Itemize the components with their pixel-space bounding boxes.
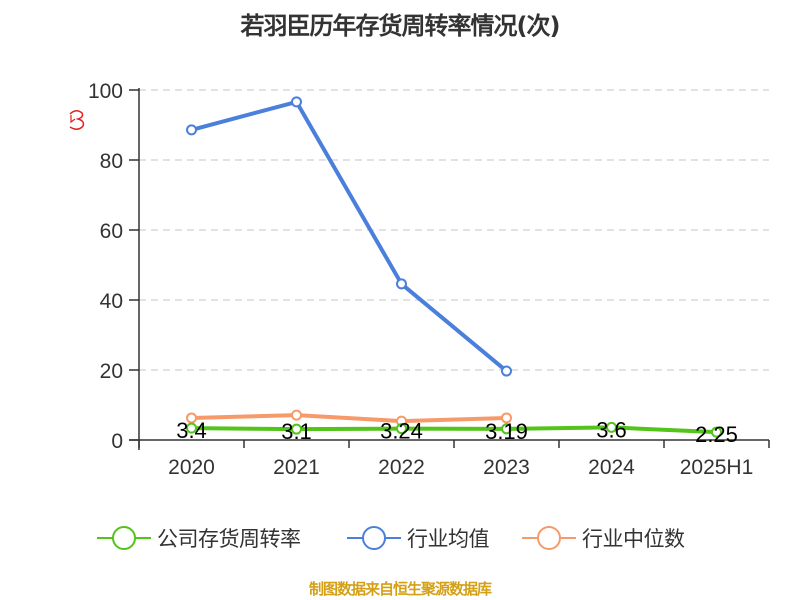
y-tick-label: 60 (100, 220, 123, 243)
legend-item-industry-avg[interactable]: 行业均值 (347, 522, 490, 554)
series-line (191, 413, 507, 424)
x-tick-label: 2023 (483, 456, 530, 479)
x-tick-label: 2022 (378, 456, 425, 479)
data-point[interactable] (501, 365, 512, 377)
data-label: 3.4 (176, 418, 207, 443)
legend-item-company[interactable]: 公司存货周转率 (97, 522, 301, 554)
series-line (190, 99, 508, 373)
data-point[interactable] (501, 423, 512, 435)
data-point[interactable] (711, 426, 722, 438)
data-labels: 3.4 3.1 3.24 3.19 3.6 2.25 (176, 417, 738, 447)
y-tick-label: 40 (100, 290, 123, 313)
legend-marker-orange-icon (522, 526, 576, 550)
legend-label: 公司存货周转率 (157, 527, 301, 551)
legend-marker-green-icon (97, 526, 151, 550)
legend: 公司存货周转率 行业均值 行业中位数 (0, 522, 800, 554)
data-label: 3.19 (485, 419, 528, 444)
legend-item-industry-median[interactable]: 行业中位数 (522, 522, 685, 554)
y-tick-label: 0 (111, 430, 123, 453)
series-lines (186, 96, 722, 438)
grid-lines (139, 89, 769, 371)
data-point[interactable] (291, 409, 302, 421)
data-point[interactable] (186, 412, 197, 424)
x-tick-label: 2025H1 (680, 456, 754, 479)
red-mark-icon (69, 110, 85, 130)
source-note: 制图数据来自恒生聚源数据库 (308, 580, 492, 598)
legend-label: 行业中位数 (582, 527, 685, 551)
x-tick-label: 2024 (588, 456, 635, 479)
series-line (191, 425, 717, 435)
data-point[interactable] (291, 96, 302, 108)
axes (129, 88, 770, 450)
data-point[interactable] (186, 422, 197, 434)
data-label: 3.24 (380, 419, 423, 444)
x-axis-labels: 2020 2021 2022 2023 2024 2025H1 (168, 456, 753, 479)
chart-title: 若羽臣历年存货周转率情况(次) (240, 12, 561, 40)
legend-marker-blue-icon (347, 526, 401, 550)
legend-label: 行业均值 (407, 527, 490, 551)
data-point[interactable] (291, 423, 302, 435)
data-label: 3.6 (596, 417, 627, 442)
data-label: 2.25 (695, 422, 738, 447)
data-label: 3.1 (281, 419, 312, 444)
y-axis-labels: 0 20 40 60 80 100 (88, 80, 123, 453)
y-tick-label: 20 (100, 360, 123, 383)
y-tick-label: 80 (100, 150, 123, 173)
x-tick-label: 2021 (273, 456, 320, 479)
data-point[interactable] (606, 421, 617, 433)
y-tick-label: 100 (88, 80, 123, 103)
x-tick-label: 2020 (168, 456, 215, 479)
data-point[interactable] (501, 412, 512, 424)
data-point[interactable] (186, 124, 197, 136)
data-point[interactable] (396, 278, 407, 290)
data-point[interactable] (396, 423, 407, 435)
